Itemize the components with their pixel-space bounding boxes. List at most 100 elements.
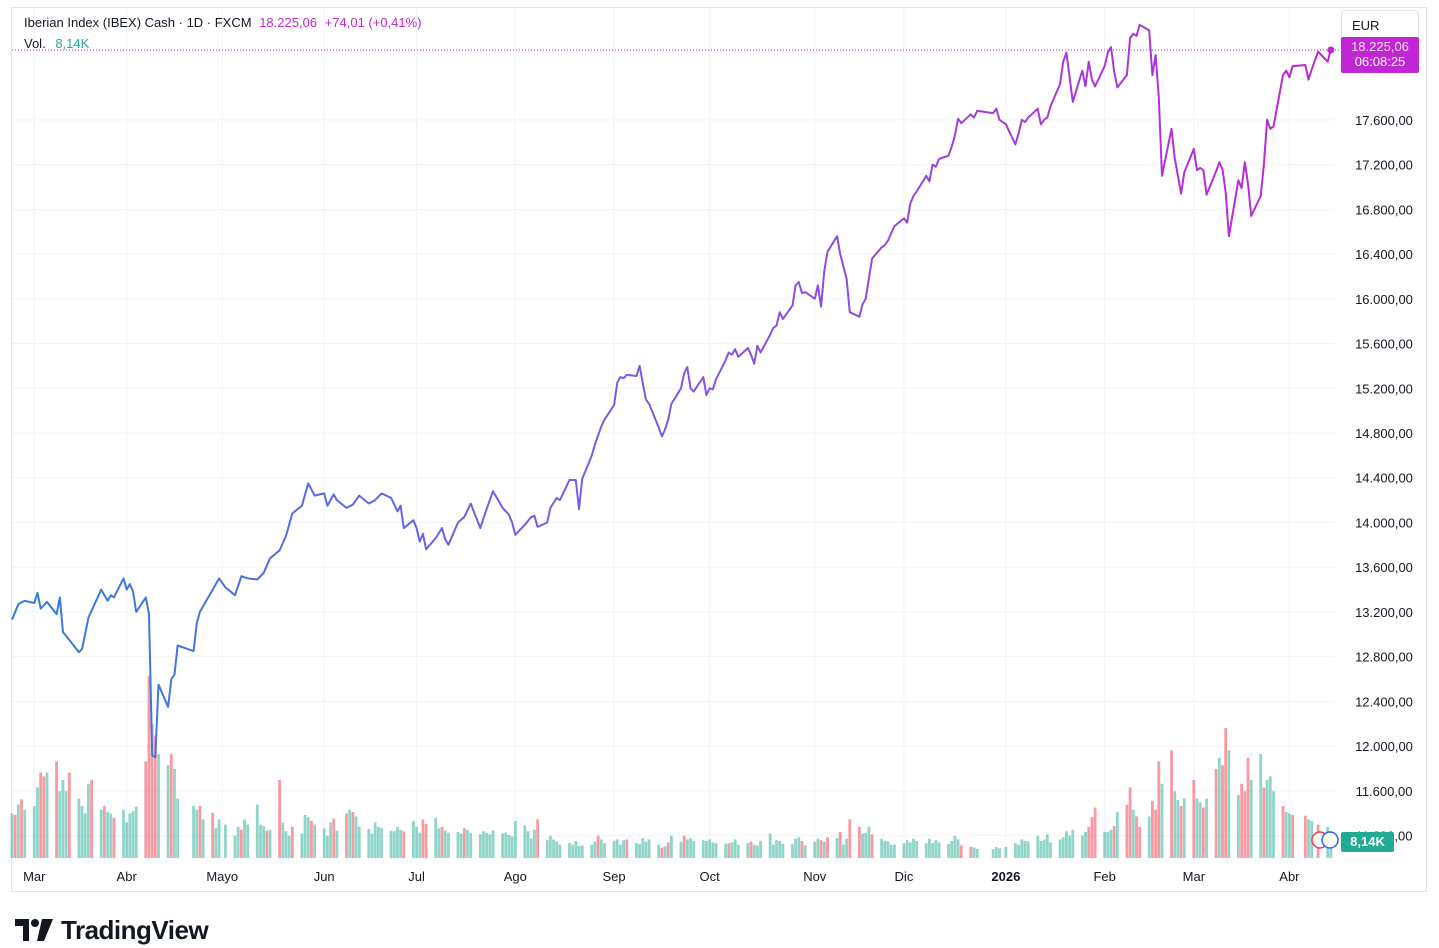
volume-label: Vol. [24,36,46,51]
x-tick-label: Jun [314,869,335,884]
volume-bar [354,816,358,858]
volume-bar [153,735,157,858]
volume-bar [912,838,915,858]
volume-bar [746,843,750,858]
event-markers[interactable] [1311,831,1339,849]
volume-value: 8,14K [55,36,90,51]
volume-bar [265,830,269,858]
volume-bar [771,844,775,858]
grid [12,8,1334,858]
volume-bar [313,824,317,858]
volume-bar [1065,831,1068,858]
x-tick-label: Dic [895,869,914,884]
last-price-tag: 18.225,06 06:08:25 [1341,37,1419,73]
volume-bar [306,817,310,858]
volume-bar [596,835,600,858]
brand-name: TradingView [61,914,209,945]
x-tick-label: Feb [1093,869,1115,884]
x-tick-label: Jul [408,869,425,884]
volume-bar [1151,800,1154,858]
volume-bar [574,840,578,858]
volume-bar [622,840,626,858]
currency-button[interactable]: EUR [1341,10,1419,40]
volume-bar [1262,787,1266,858]
volume-legend[interactable]: Vol. 8,14K [24,36,89,51]
y-tick-label: 14.400,00 [1355,471,1413,486]
volume-bar [536,819,540,858]
volume-bar [708,839,712,858]
volume-bar [211,812,215,858]
volume-bar [736,844,740,858]
volume-bar [634,843,638,858]
volume-bar [641,837,645,858]
volume-bar [1179,806,1183,858]
volume-bar [1217,757,1221,858]
volume-bar [437,828,441,858]
volume-bar [838,832,842,858]
volume-bar [367,829,371,858]
y-tick-label: 17.200,00 [1355,158,1413,173]
volume-bar [147,676,151,858]
volume-bar [813,841,817,858]
volume-bar [373,822,377,858]
volume-bar [1291,814,1294,858]
volume-bar [555,841,559,858]
volume-bar [87,783,90,858]
volume-bar [1237,794,1240,858]
volume-bar [682,835,686,858]
volume-bar [1246,757,1250,858]
symbol-title[interactable]: Iberian Index (IBEX) Cash · 1D · FXCM [24,15,252,30]
volume-bar [959,845,963,858]
volume-bar [1017,844,1021,858]
volume-bar [845,838,849,858]
volume-bar [259,824,262,858]
volume-bar [638,843,641,858]
volume-bar [469,832,473,858]
volume-bar [670,835,673,858]
chart-frame[interactable] [11,7,1427,892]
price-line[interactable] [11,23,1335,759]
volume-bar [994,846,998,858]
volume-bar [424,823,428,858]
y-tick-label: 14.800,00 [1355,426,1413,441]
volume-bar [931,843,935,858]
volume-bar [243,819,246,858]
volume-bar [612,840,616,858]
volume-bar [1201,807,1205,858]
volume-bar [224,824,227,858]
volume-bar [972,847,976,858]
last-point-marker [1327,46,1335,54]
volume-bar [488,834,492,858]
volume-bar [478,834,482,858]
bar-countdown: 06:08:25 [1354,54,1406,69]
series-line[interactable] [11,23,1332,759]
tradingview-logo[interactable]: TradingView [15,914,209,946]
x-axis[interactable]: Mar Abr Mayo Jun Jul Ago Sep Oct Nov Dic 2026 Feb Ma… [23,869,1300,884]
volume-tag: 8,14K [1341,832,1394,852]
volume-bar [756,845,759,858]
volume-bar [1195,798,1199,858]
chart-legend[interactable]: Iberian Index (IBEX) Cash · 1D · FXCM 18… [24,15,422,30]
volume-bar [411,820,415,858]
volume-bar [679,841,683,858]
volume-bar [1036,835,1040,858]
volume-bar [351,811,355,858]
volume-bar [663,846,667,858]
volume-bar [819,840,823,858]
volume-bar [660,847,664,858]
volume-bar [705,840,708,858]
volume-bar [615,839,619,858]
earnings-event-icon[interactable] [1311,831,1339,849]
last-price-label: 18.225,06 [1351,39,1409,54]
volume-bar [752,844,756,858]
y-tick-label: 16.000,00 [1355,292,1413,307]
y-axis[interactable]: 11.200,0011.600,0012.000,0012.400,0012.8… [1355,113,1413,844]
y-tick-label: 12.000,00 [1355,739,1413,754]
volume-bar [1160,783,1164,858]
volume-bar [529,838,533,858]
volume-bar [867,826,871,858]
volume-bar [835,837,839,858]
volume-bar [125,822,129,858]
volume-bar [902,843,906,858]
